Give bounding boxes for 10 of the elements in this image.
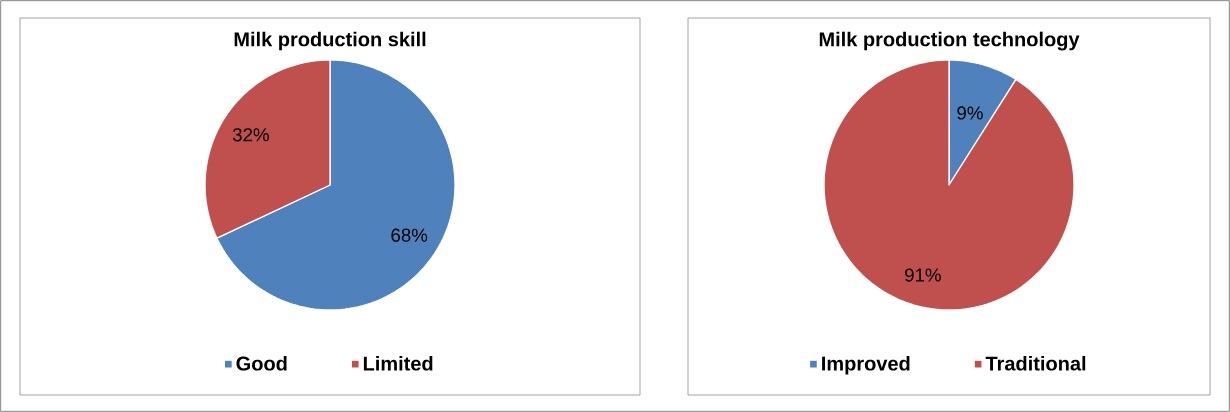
chart-title: Milk production skill bbox=[234, 31, 426, 51]
data-label: 9% bbox=[957, 106, 983, 120]
legend-label: Improved bbox=[822, 355, 910, 375]
legend-label: Good bbox=[236, 355, 287, 371]
data-label: 91% bbox=[905, 268, 941, 282]
legend-label: Limited bbox=[363, 355, 433, 371]
chart-title: Milk production technology bbox=[819, 31, 1080, 51]
data-label: 32% bbox=[232, 128, 269, 142]
data-label: 68% bbox=[391, 228, 428, 242]
legend-label: Traditional bbox=[985, 355, 1086, 371]
